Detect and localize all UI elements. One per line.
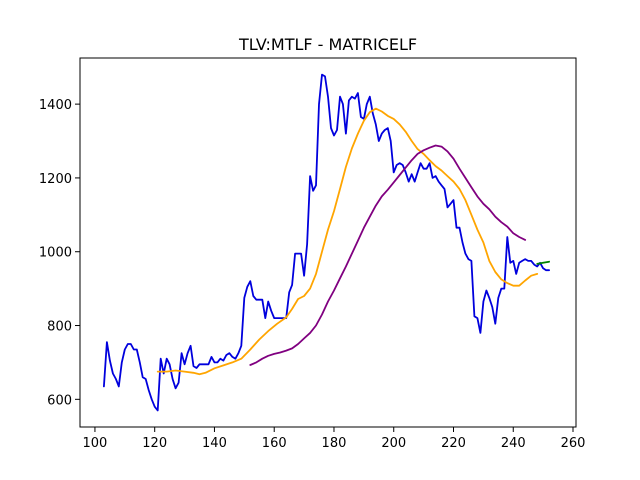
series-line-1: [103, 73, 550, 412]
y-tick-label: 1000: [39, 246, 72, 261]
series-layer: [103, 73, 550, 412]
series-line-4: [536, 260, 550, 265]
x-tick-label: 100: [83, 436, 108, 451]
x-tick-label: 180: [322, 436, 347, 451]
x-tick-label: 120: [142, 436, 167, 451]
series-line-2: [156, 107, 539, 376]
y-tick-label: 800: [47, 320, 72, 335]
y-tick-label: 600: [47, 393, 72, 408]
x-tick-label: 200: [381, 436, 406, 451]
y-tick-label: 1400: [39, 98, 72, 113]
x-tick-label: 160: [262, 436, 287, 451]
series-line-3: [249, 144, 527, 366]
plot-frame: [79, 57, 577, 428]
x-tick-label: 240: [501, 436, 526, 451]
x-axis: 100 120 140 160 180 200 220 240 260: [83, 427, 586, 451]
y-axis: 600 800 1000 1200 1400: [39, 98, 80, 408]
chart-title: TLV:MTLF - MATRICELF: [238, 35, 417, 54]
x-tick-label: 260: [561, 436, 586, 451]
x-tick-label: 140: [202, 436, 227, 451]
y-tick-label: 1200: [39, 172, 72, 187]
x-tick-label: 220: [441, 436, 466, 451]
